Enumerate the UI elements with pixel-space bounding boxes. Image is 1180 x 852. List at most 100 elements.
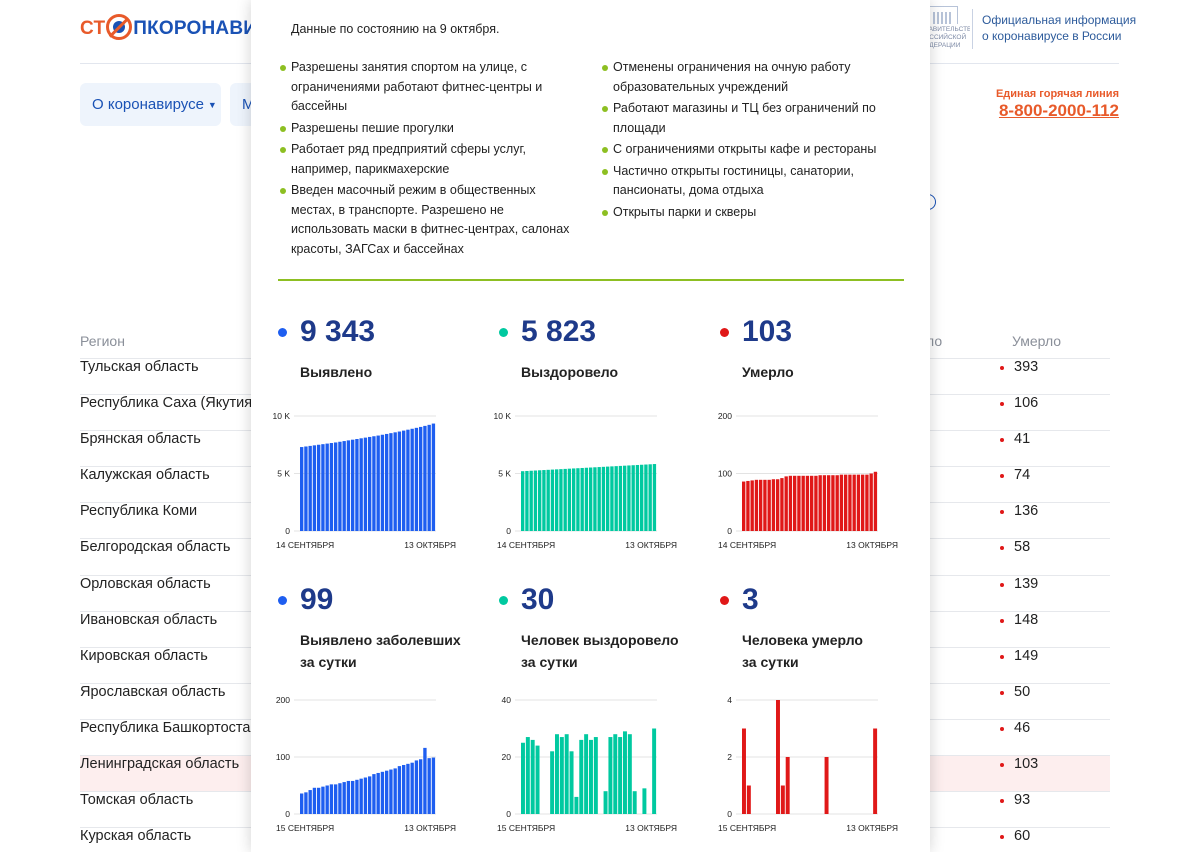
chart-bar <box>423 425 427 531</box>
chart-bar <box>368 776 372 814</box>
region-name: Республика Башкортостан <box>80 719 259 736</box>
chart-bar <box>402 764 406 814</box>
legend-dot-icon <box>720 596 729 605</box>
chart-bar <box>873 728 878 814</box>
chart-bar <box>555 469 559 531</box>
official-info-line1: Официальная информация <box>982 13 1137 27</box>
chart-bar <box>593 737 598 814</box>
region-name: Ивановская область <box>80 611 218 628</box>
chart-bar <box>584 734 589 814</box>
chart-bar <box>822 475 827 531</box>
chart-bar <box>376 772 380 814</box>
chart-bar <box>406 763 410 814</box>
restriction-item: Открыты парки и скверы <box>602 203 903 223</box>
y-tick-label: 0 <box>285 526 290 536</box>
x-start-label: 15 СЕНТЯБРЯ <box>718 823 776 833</box>
region-details-popup: Данные по состоянию на 9 октября. Разреш… <box>251 0 930 852</box>
chart-bar <box>325 443 329 531</box>
stat-label: Умерло <box>742 364 794 380</box>
chart-bar <box>580 467 584 531</box>
chart-bar <box>304 446 308 531</box>
chart-bar <box>334 784 338 814</box>
chart-bar <box>525 737 530 814</box>
x-start-label: 14 СЕНТЯБРЯ <box>276 540 334 550</box>
chart-bar <box>606 466 610 531</box>
x-start-label: 14 СЕНТЯБРЯ <box>718 540 776 550</box>
official-info-line2: о коронавирусе в России <box>982 29 1122 43</box>
chart-bar <box>389 433 393 531</box>
chart-bar <box>372 436 376 531</box>
chart-bar <box>576 468 580 531</box>
chart-bar <box>648 464 652 531</box>
chart-bar <box>579 739 584 814</box>
chart-bar <box>419 759 423 814</box>
hotline-number-link[interactable]: 8-800-2000-112 <box>998 101 1119 120</box>
died-count: 106 <box>999 395 1039 412</box>
chart-bar <box>521 742 525 814</box>
x-start-label: 15 СЕНТЯБРЯ <box>276 823 334 833</box>
chart-bar <box>780 478 784 531</box>
chart-bar <box>338 783 342 814</box>
chart-bar <box>818 475 822 531</box>
chart-bar <box>642 788 647 814</box>
stat-chart: 0 2 4 15 СЕНТЯБРЯ 13 ОКТЯБРЯ <box>718 695 898 833</box>
legend-dot-icon <box>278 328 287 337</box>
y-tick-label: 0 <box>506 809 511 819</box>
chart-bar <box>861 474 865 531</box>
chart-bar <box>780 785 785 814</box>
chart-bar <box>542 470 546 531</box>
chart-bar <box>644 464 648 531</box>
y-tick-label: 100 <box>718 469 732 479</box>
restrictions-list-right: Отменены ограничения на очную работу обр… <box>602 58 903 224</box>
region-name: Курская область <box>80 828 192 845</box>
chart-bar <box>572 468 576 531</box>
chart-bar <box>584 467 589 531</box>
chart-bar <box>423 747 427 814</box>
chart-bar <box>427 758 431 814</box>
died-count: 46 <box>999 719 1031 736</box>
stat-value: 30 <box>521 583 555 616</box>
restriction-item: Введен масочный режим в общественных мес… <box>280 181 576 259</box>
x-start-label: 14 СЕНТЯБРЯ <box>497 540 555 550</box>
nav-about-coronavirus-button[interactable]: О коронавирусе ▼ <box>80 83 221 126</box>
chart-bar <box>325 785 329 814</box>
chart-bar <box>355 439 359 531</box>
region-name: Орловская область <box>80 575 211 592</box>
chart-bar <box>865 474 869 531</box>
chart-bar <box>308 790 312 814</box>
chart-bar <box>317 444 321 531</box>
region-name: Кировская область <box>80 647 208 664</box>
chart-bar <box>827 475 831 531</box>
y-tick-label: 200 <box>718 411 732 421</box>
site-logo[interactable]: СТ ПКОРОНАВИ <box>80 14 257 42</box>
chart-bar <box>754 479 759 531</box>
chart-bar <box>346 440 351 531</box>
y-tick-label: 0 <box>285 809 290 819</box>
chart-bar <box>359 438 363 531</box>
chart-bar <box>521 471 525 531</box>
chart-bar <box>419 426 423 531</box>
died-count: 139 <box>999 575 1039 592</box>
region-name: Ярославская область <box>80 683 226 700</box>
chart-bar <box>567 468 572 531</box>
header-divider <box>972 9 973 49</box>
official-info-link[interactable]: Официальная информация о коронавирусе в … <box>982 12 1136 44</box>
chart-bar <box>763 479 767 531</box>
y-tick-label: 0 <box>727 526 732 536</box>
chart-bar <box>618 737 623 814</box>
chart-bar <box>785 757 790 814</box>
chart-bar <box>603 791 608 814</box>
chart-bar <box>555 734 559 814</box>
column-header-region: Регион <box>80 333 125 349</box>
x-start-label: 15 СЕНТЯБРЯ <box>497 823 555 833</box>
stat-chart: 0 20 40 15 СЕНТЯБРЯ 13 ОКТЯБРЯ <box>497 695 677 833</box>
died-count: 41 <box>999 431 1031 448</box>
stat-chart: 0 100 200 14 СЕНТЯБРЯ 13 ОКТЯБРЯ <box>718 411 898 550</box>
chart-bar <box>640 464 644 531</box>
y-tick-label: 20 <box>502 752 512 762</box>
chart-bar <box>767 479 771 531</box>
restriction-item: Работают магазины и ТЦ без ограничений п… <box>602 99 903 138</box>
died-count: 103 <box>999 756 1039 773</box>
chart-bar <box>623 731 627 814</box>
chart-bar <box>393 768 397 814</box>
